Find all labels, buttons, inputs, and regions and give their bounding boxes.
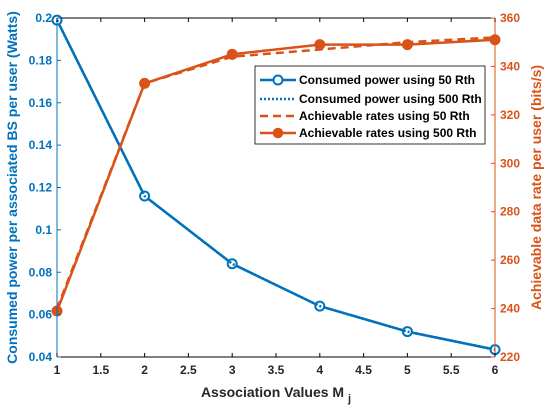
- y-left-tick-label: 0.06: [29, 308, 53, 322]
- legend-label-0: Consumed power using 50 Rth: [299, 73, 475, 87]
- y-right-axis-label: Achievable data rate per user (bits/s): [528, 65, 544, 310]
- x-tick-label: 3: [229, 363, 236, 377]
- x-tick-label: 5.5: [443, 363, 460, 377]
- y-left-tick-label: 0.12: [29, 181, 53, 195]
- x-tick-label: 2.5: [180, 363, 197, 377]
- x-axis-label: Association Values M j: [201, 384, 351, 405]
- legend-marker-3: [272, 127, 284, 139]
- legend-label-2: Achievable rates using 50 Rth: [299, 109, 470, 123]
- legend-entry-2: Achievable rates using 50 Rth: [260, 109, 470, 123]
- y-right-tick-label: 260: [500, 253, 520, 267]
- series-0-point: [226, 258, 238, 270]
- x-tick-label: 2: [141, 363, 148, 377]
- legend-entry-3: Achievable rates using 500 Rth: [260, 126, 476, 140]
- y-left-axis-label: Consumed power per associated BS per use…: [4, 11, 20, 364]
- legend-label-1: Consumed power using 500 Rth: [299, 92, 482, 106]
- x-tick-label: 5: [404, 363, 411, 377]
- x-tick-label: 6: [492, 363, 499, 377]
- legend-marker-0: [272, 74, 284, 86]
- x-tick-label: 1.5: [92, 363, 109, 377]
- y-left-tick-label: 0.08: [29, 265, 53, 279]
- series-3-point: [139, 77, 151, 89]
- x-tick-label: 3.5: [268, 363, 285, 377]
- series-3-point: [226, 48, 238, 60]
- y-left-tick-label: 0.18: [29, 53, 53, 67]
- y-right-tick-label: 360: [500, 11, 520, 25]
- y-right-tick-label: 220: [500, 350, 520, 364]
- x-tick-label: 4: [316, 363, 323, 377]
- legend: Consumed power using 50 Rth Consumed pow…: [254, 65, 486, 145]
- y-left-tick-label: 0.14: [29, 138, 53, 152]
- x-tick-label: 1: [54, 363, 61, 377]
- y-right-tick-label: 240: [500, 302, 520, 316]
- legend-label-3: Achievable rates using 500 Rth: [299, 126, 476, 140]
- y-right-tick-label: 300: [500, 156, 520, 170]
- legend-entry-1: Consumed power using 500 Rth: [260, 92, 482, 106]
- y-left-tick-label: 0.1: [35, 223, 52, 237]
- series-3-point: [314, 39, 326, 51]
- y-right-tick-label: 340: [500, 59, 520, 73]
- series-line-0: [55, 19, 496, 351]
- x-tick-label: 4.5: [355, 363, 372, 377]
- y-left-tick-label: 0.2: [35, 11, 52, 25]
- axes-layer: 1 1.5 2 2.5 3 3.5 4 4.5 5 5.5 6 0.04 0.06 0.08 0.1 0.12…: [4, 11, 544, 405]
- series-3-point: [401, 39, 413, 51]
- y-right-tick-label: 320: [500, 108, 520, 122]
- y-left-tick-label: 0.04: [29, 350, 53, 364]
- series-layer: [51, 14, 501, 356]
- y-left-tick-label: 0.16: [29, 96, 53, 110]
- x-axis-label-subscript: j: [347, 393, 351, 405]
- legend-entry-0: Consumed power using 50 Rth: [260, 73, 475, 87]
- y-right-tick-label: 280: [500, 205, 520, 219]
- series-line-3: [55, 38, 496, 312]
